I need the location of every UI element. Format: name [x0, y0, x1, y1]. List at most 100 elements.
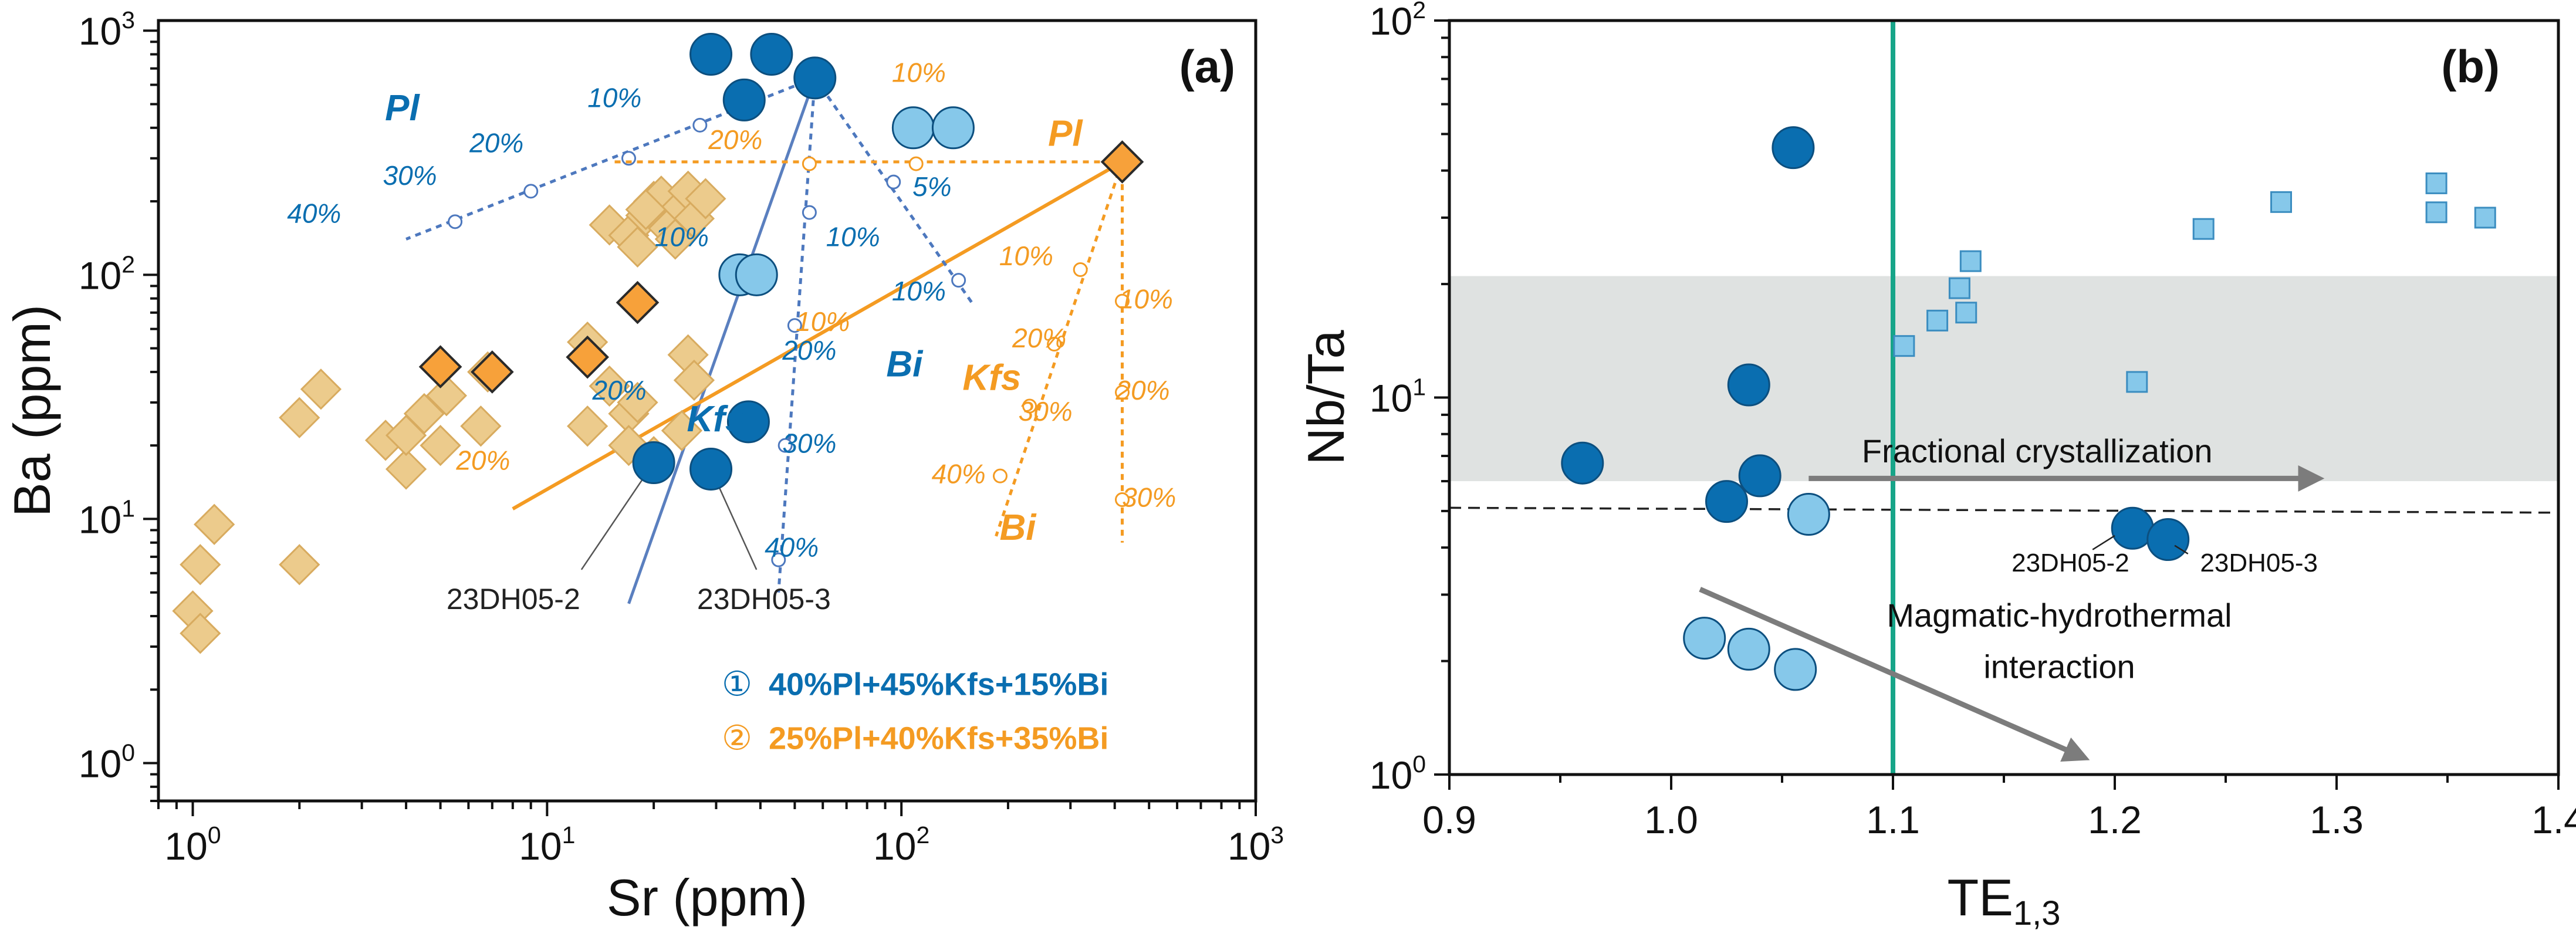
- annotation: 23DH05-2: [2012, 549, 2129, 577]
- data-point-light-circle: [1774, 648, 1817, 691]
- data-point-dark-circle: [1561, 441, 1604, 485]
- annotation: interaction: [1983, 648, 2135, 685]
- data-point-light-circle: [735, 253, 778, 296]
- vector-tick-blue-kfs: [787, 318, 802, 333]
- data-point-light-square: [2474, 207, 2496, 229]
- legend-marker: ①: [722, 665, 752, 703]
- percent-label: 40%: [765, 532, 819, 563]
- data-point-dark-circle: [1738, 454, 1781, 498]
- percent-label: 30%: [1019, 396, 1073, 427]
- data-point-dark-circle: [1705, 480, 1748, 523]
- data-point-light-circle: [1683, 617, 1726, 660]
- y-tick-label-exponent: 2: [121, 251, 135, 278]
- y-tick-label-base: 10: [79, 498, 121, 541]
- panel-label: (b): [2441, 40, 2500, 92]
- data-point-tan-diamond: [180, 613, 221, 654]
- y-axis-title: Ba (ppm): [3, 305, 61, 517]
- leader-line: [2174, 545, 2189, 554]
- vector-tick-orange-kfs: [992, 468, 1008, 483]
- percent-label: 40%: [932, 458, 986, 489]
- trend-line-blue: [627, 77, 817, 604]
- percent-label: 5%: [912, 171, 951, 202]
- percent-label: 20%: [1012, 323, 1066, 353]
- y-tick-label-base: 10: [79, 742, 121, 786]
- y-tick-label-exponent: 1: [121, 495, 135, 522]
- annotation: Magmatic-hydrothermal: [1887, 597, 2232, 634]
- y-tick-label-base: 10: [79, 9, 121, 53]
- y-tick-label-base: 10: [1370, 753, 1412, 797]
- percent-label: 10%: [1119, 283, 1173, 314]
- vector-tick-blue-kfs: [771, 552, 786, 567]
- x-tick-label: 102: [873, 821, 929, 868]
- data-point-orange-diamond: [616, 280, 660, 324]
- data-point-tan-diamond: [617, 226, 658, 268]
- data-point-dark-circle: [726, 400, 770, 444]
- percent-label: 10%: [892, 57, 946, 87]
- y-axis-title: Nb/Ta: [1297, 330, 1355, 465]
- mineral-label: Kfs: [962, 357, 1021, 398]
- mineral-label: Pl: [385, 88, 420, 129]
- percent-label: 30%: [782, 428, 836, 458]
- y-tick-label: 100: [79, 739, 135, 786]
- vector-tick-blue-bi: [886, 174, 901, 190]
- y-tick-label: 102: [1370, 0, 1426, 43]
- sample-annotation: 23DH05-3: [697, 583, 831, 616]
- data-point-light-square: [2425, 201, 2447, 224]
- y-tick-label-exponent: 3: [121, 6, 135, 33]
- percent-label: 30%: [1122, 482, 1176, 513]
- y-tick-label-exponent: 2: [1412, 0, 1426, 23]
- data-point-light-square: [1926, 309, 1949, 332]
- percent-label: 20%: [782, 335, 836, 366]
- data-point-dark-circle: [2146, 518, 2190, 562]
- x-tick-label: 1.4: [2531, 798, 2576, 841]
- y-tick-label-exponent: 0: [121, 739, 135, 766]
- x-tick-label-base: 10: [1228, 824, 1270, 868]
- mineral-label: Bi: [886, 344, 924, 384]
- data-point-light-square: [2126, 371, 2148, 393]
- data-point-light-circle: [931, 106, 975, 150]
- percent-label: 10%: [892, 276, 946, 306]
- vector-tick-orange-bi: [1115, 293, 1130, 309]
- x-tick-label: 103: [1228, 821, 1284, 868]
- vector-tick-blue-pl: [448, 214, 463, 229]
- arrow-hydrothermal: [1699, 587, 2090, 762]
- y-tick-label-base: 10: [1370, 0, 1412, 43]
- data-point-tan-diamond: [617, 381, 658, 424]
- y-tick-label-exponent: 1: [1412, 374, 1426, 401]
- data-point-light-square: [2425, 172, 2447, 194]
- dashed-reference-line: [1449, 506, 2559, 514]
- y-tick-label: 101: [1370, 374, 1426, 420]
- vector-tick-orange-pl: [908, 156, 924, 171]
- x-tick-label-exponent: 2: [916, 821, 929, 848]
- data-point-light-square: [1893, 335, 1915, 357]
- percent-label: 10%: [826, 222, 880, 252]
- x-axis-title: Sr (ppm): [607, 868, 807, 927]
- data-point-light-square: [1948, 277, 1970, 299]
- panel-b-chart: Fractional crystallization Magmatic-hydro…: [1297, 0, 2576, 932]
- data-point-orange-diamond: [470, 350, 514, 394]
- data-point-tan-diamond: [403, 393, 445, 435]
- legend-text: 40%Pl+45%Kfs+15%Bi: [769, 667, 1108, 702]
- y-tick-label: 102: [79, 251, 135, 297]
- x-tick-label: 101: [519, 821, 575, 868]
- x-axis-title-subscript: 1,3: [2013, 894, 2061, 932]
- x-tick-label-exponent: 0: [208, 821, 221, 848]
- data-point-tan-diamond: [661, 410, 703, 452]
- data-point-tan-diamond: [460, 405, 502, 447]
- leader-line: [580, 462, 655, 570]
- percent-label: 20%: [1115, 375, 1169, 405]
- mineral-label: Pl: [1048, 113, 1083, 154]
- data-point-tan-diamond: [194, 503, 235, 545]
- y-tick-label: 101: [79, 495, 135, 541]
- vector-tick-blue-pl: [523, 184, 539, 199]
- data-point-orange-diamond: [418, 345, 462, 388]
- mineral-label: Bi: [999, 508, 1037, 548]
- percent-label: 20%: [469, 127, 523, 158]
- data-point-tan-diamond: [685, 178, 726, 219]
- data-point-light-square: [1959, 250, 1982, 272]
- y-tick-label: 100: [1370, 750, 1426, 797]
- data-point-tan-diamond: [567, 405, 608, 447]
- data-point-dark-circle: [750, 33, 793, 76]
- legend-marker: ②: [722, 719, 752, 757]
- percent-label: 40%: [287, 198, 341, 228]
